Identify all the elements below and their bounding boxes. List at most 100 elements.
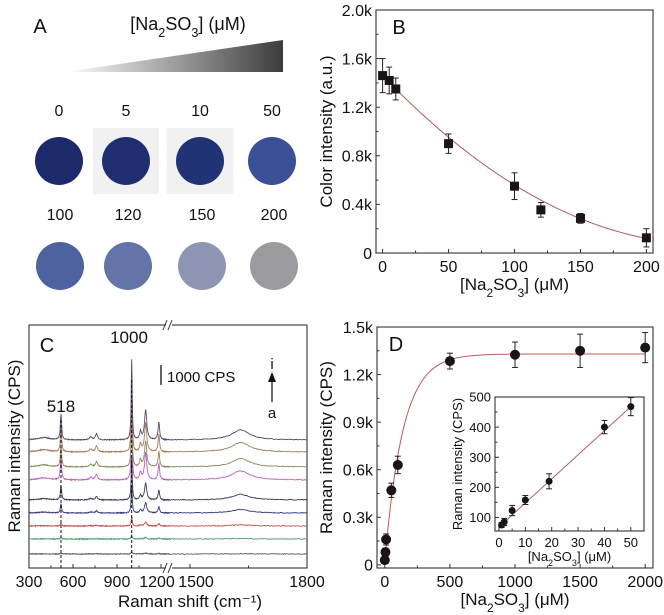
data-point: [521, 496, 529, 504]
x-tick-label: 150: [567, 259, 594, 276]
spectrum-e: [28, 456, 171, 502]
x-tick-label: 300: [16, 574, 43, 591]
data-point: [510, 181, 519, 191]
data-point: [508, 507, 516, 515]
fit-curve: [395, 88, 647, 239]
data-point: [392, 459, 403, 470]
data-point: [381, 534, 392, 545]
plot-frame: [28, 324, 308, 569]
y-tick-label: 0.3k: [343, 510, 374, 527]
panel-c: 300 600 900 1200 1500 1800 Raman shift (cm⁻¹) R…: [5, 319, 325, 611]
y-tick-label: 400: [469, 420, 491, 435]
spectrum-b: [162, 537, 308, 540]
spectrum-h: [162, 441, 308, 453]
x-tick-label: 50: [624, 535, 638, 550]
y-tick-label: 1.5k: [343, 320, 374, 337]
panel-label-c: C: [40, 335, 54, 357]
spectrum-i: [162, 429, 308, 441]
data-point: [640, 342, 651, 353]
sample-concentration-label: 10: [191, 103, 209, 120]
sample-spot: [178, 242, 226, 290]
sample-spot: [35, 137, 83, 185]
x-axis-label: [Na2SO3] (μM): [528, 549, 611, 568]
sample-spot: [250, 242, 298, 290]
axis-break-mark: [162, 319, 168, 331]
sample-concentration-label: 100: [47, 207, 74, 224]
x-tick-label: 1800: [289, 574, 325, 591]
y-tick-label: 2.0k: [342, 3, 373, 20]
y-tick-label: 0.9k: [343, 415, 374, 432]
peak-518-label: 518: [47, 397, 75, 416]
y-tick-label: 500: [469, 390, 491, 405]
x-tick-label: 0: [495, 535, 502, 550]
sample-concentration-label: 150: [189, 207, 216, 224]
data-point: [510, 349, 520, 360]
y-tick-label: 1.6k: [342, 51, 373, 68]
spectrum-g: [162, 457, 308, 468]
y-tick-label: 0.4k: [342, 197, 373, 214]
x-tick-label: 1500: [562, 574, 598, 591]
scale-bar-label: 1000 CPS: [167, 369, 235, 386]
sample-spot: [36, 242, 84, 290]
panel-d-inset: 0 10 20 30 40 50 100 200 300 400 500 [Na2SO3] (μM) R…: [450, 390, 645, 568]
x-axis-label: [Na2SO3] (μM): [460, 275, 569, 300]
arrow-bottom-label: a: [268, 405, 277, 422]
x-tick-label: 500: [437, 574, 464, 591]
spectrum-d: [28, 484, 171, 515]
spectrum-i: [28, 359, 170, 442]
panel-label-b: B: [392, 17, 405, 39]
panel-label-a: A: [33, 16, 47, 38]
data-point: [380, 547, 391, 558]
spectrum-f: [28, 407, 170, 482]
y-tick-label: 1.2k: [343, 367, 374, 384]
y-axis-label: Color intensity (a.u.): [317, 55, 336, 207]
sample-concentration-label: 0: [55, 103, 64, 120]
spectrum-c: [28, 516, 170, 528]
spectrum-f: [162, 470, 308, 481]
x-tick-label: 2000: [627, 574, 663, 591]
x-tick-label: 1000: [497, 574, 533, 591]
axis-break-gap: [166, 564, 172, 572]
arrow-head-icon: [268, 372, 276, 382]
spectrum-a: [28, 550, 171, 556]
y-tick-label: 200: [469, 480, 491, 495]
panel-a: A [Na2SO3] (μM) 0 5 10 50 100 120 150 200: [33, 14, 298, 290]
data-point: [536, 205, 546, 215]
x-axis-label: [Na2SO3] (μM): [460, 590, 569, 615]
data-point: [444, 356, 455, 367]
x-tick-label: 0: [380, 574, 389, 591]
data-point: [600, 423, 608, 431]
x-tick-label: 200: [633, 259, 660, 276]
sample-spot: [176, 137, 224, 185]
sample-spot: [248, 137, 296, 185]
concentration-title: [Na2SO3] (μM): [130, 14, 245, 40]
x-tick-label: 50: [440, 259, 458, 276]
data-point: [391, 84, 401, 94]
y-tick-label: 0: [364, 558, 373, 575]
data-point: [627, 403, 635, 411]
data-point: [641, 233, 651, 243]
axis-break-mark: [162, 562, 168, 574]
x-tick-label: 1200: [139, 574, 175, 591]
spectrum-c: [162, 523, 308, 527]
arrow-top-label: i: [270, 356, 273, 373]
data-point: [575, 213, 585, 223]
y-axis-label: Raman intensity (CPS): [317, 361, 336, 534]
x-tick-label: 1500: [178, 574, 214, 591]
y-tick-label: 0: [363, 246, 372, 263]
y-tick-label: 0.8k: [342, 149, 373, 166]
spectrum-h: [28, 375, 170, 454]
spectrum-d: [162, 508, 308, 514]
data-point: [378, 71, 388, 81]
y-tick-label: 100: [469, 510, 491, 525]
sample-spot: [104, 242, 152, 290]
panel-d: 0 500 1000 1500 200000.3k0.6k0.9k1.2k1.5k[Na…: [317, 320, 663, 615]
data-point: [379, 555, 390, 566]
data-point: [386, 485, 397, 496]
spectrum-b: [28, 533, 171, 541]
x-tick-label: 900: [104, 574, 131, 591]
data-point: [545, 477, 553, 485]
data-point: [500, 518, 508, 526]
x-tick-label: 10: [518, 535, 532, 550]
